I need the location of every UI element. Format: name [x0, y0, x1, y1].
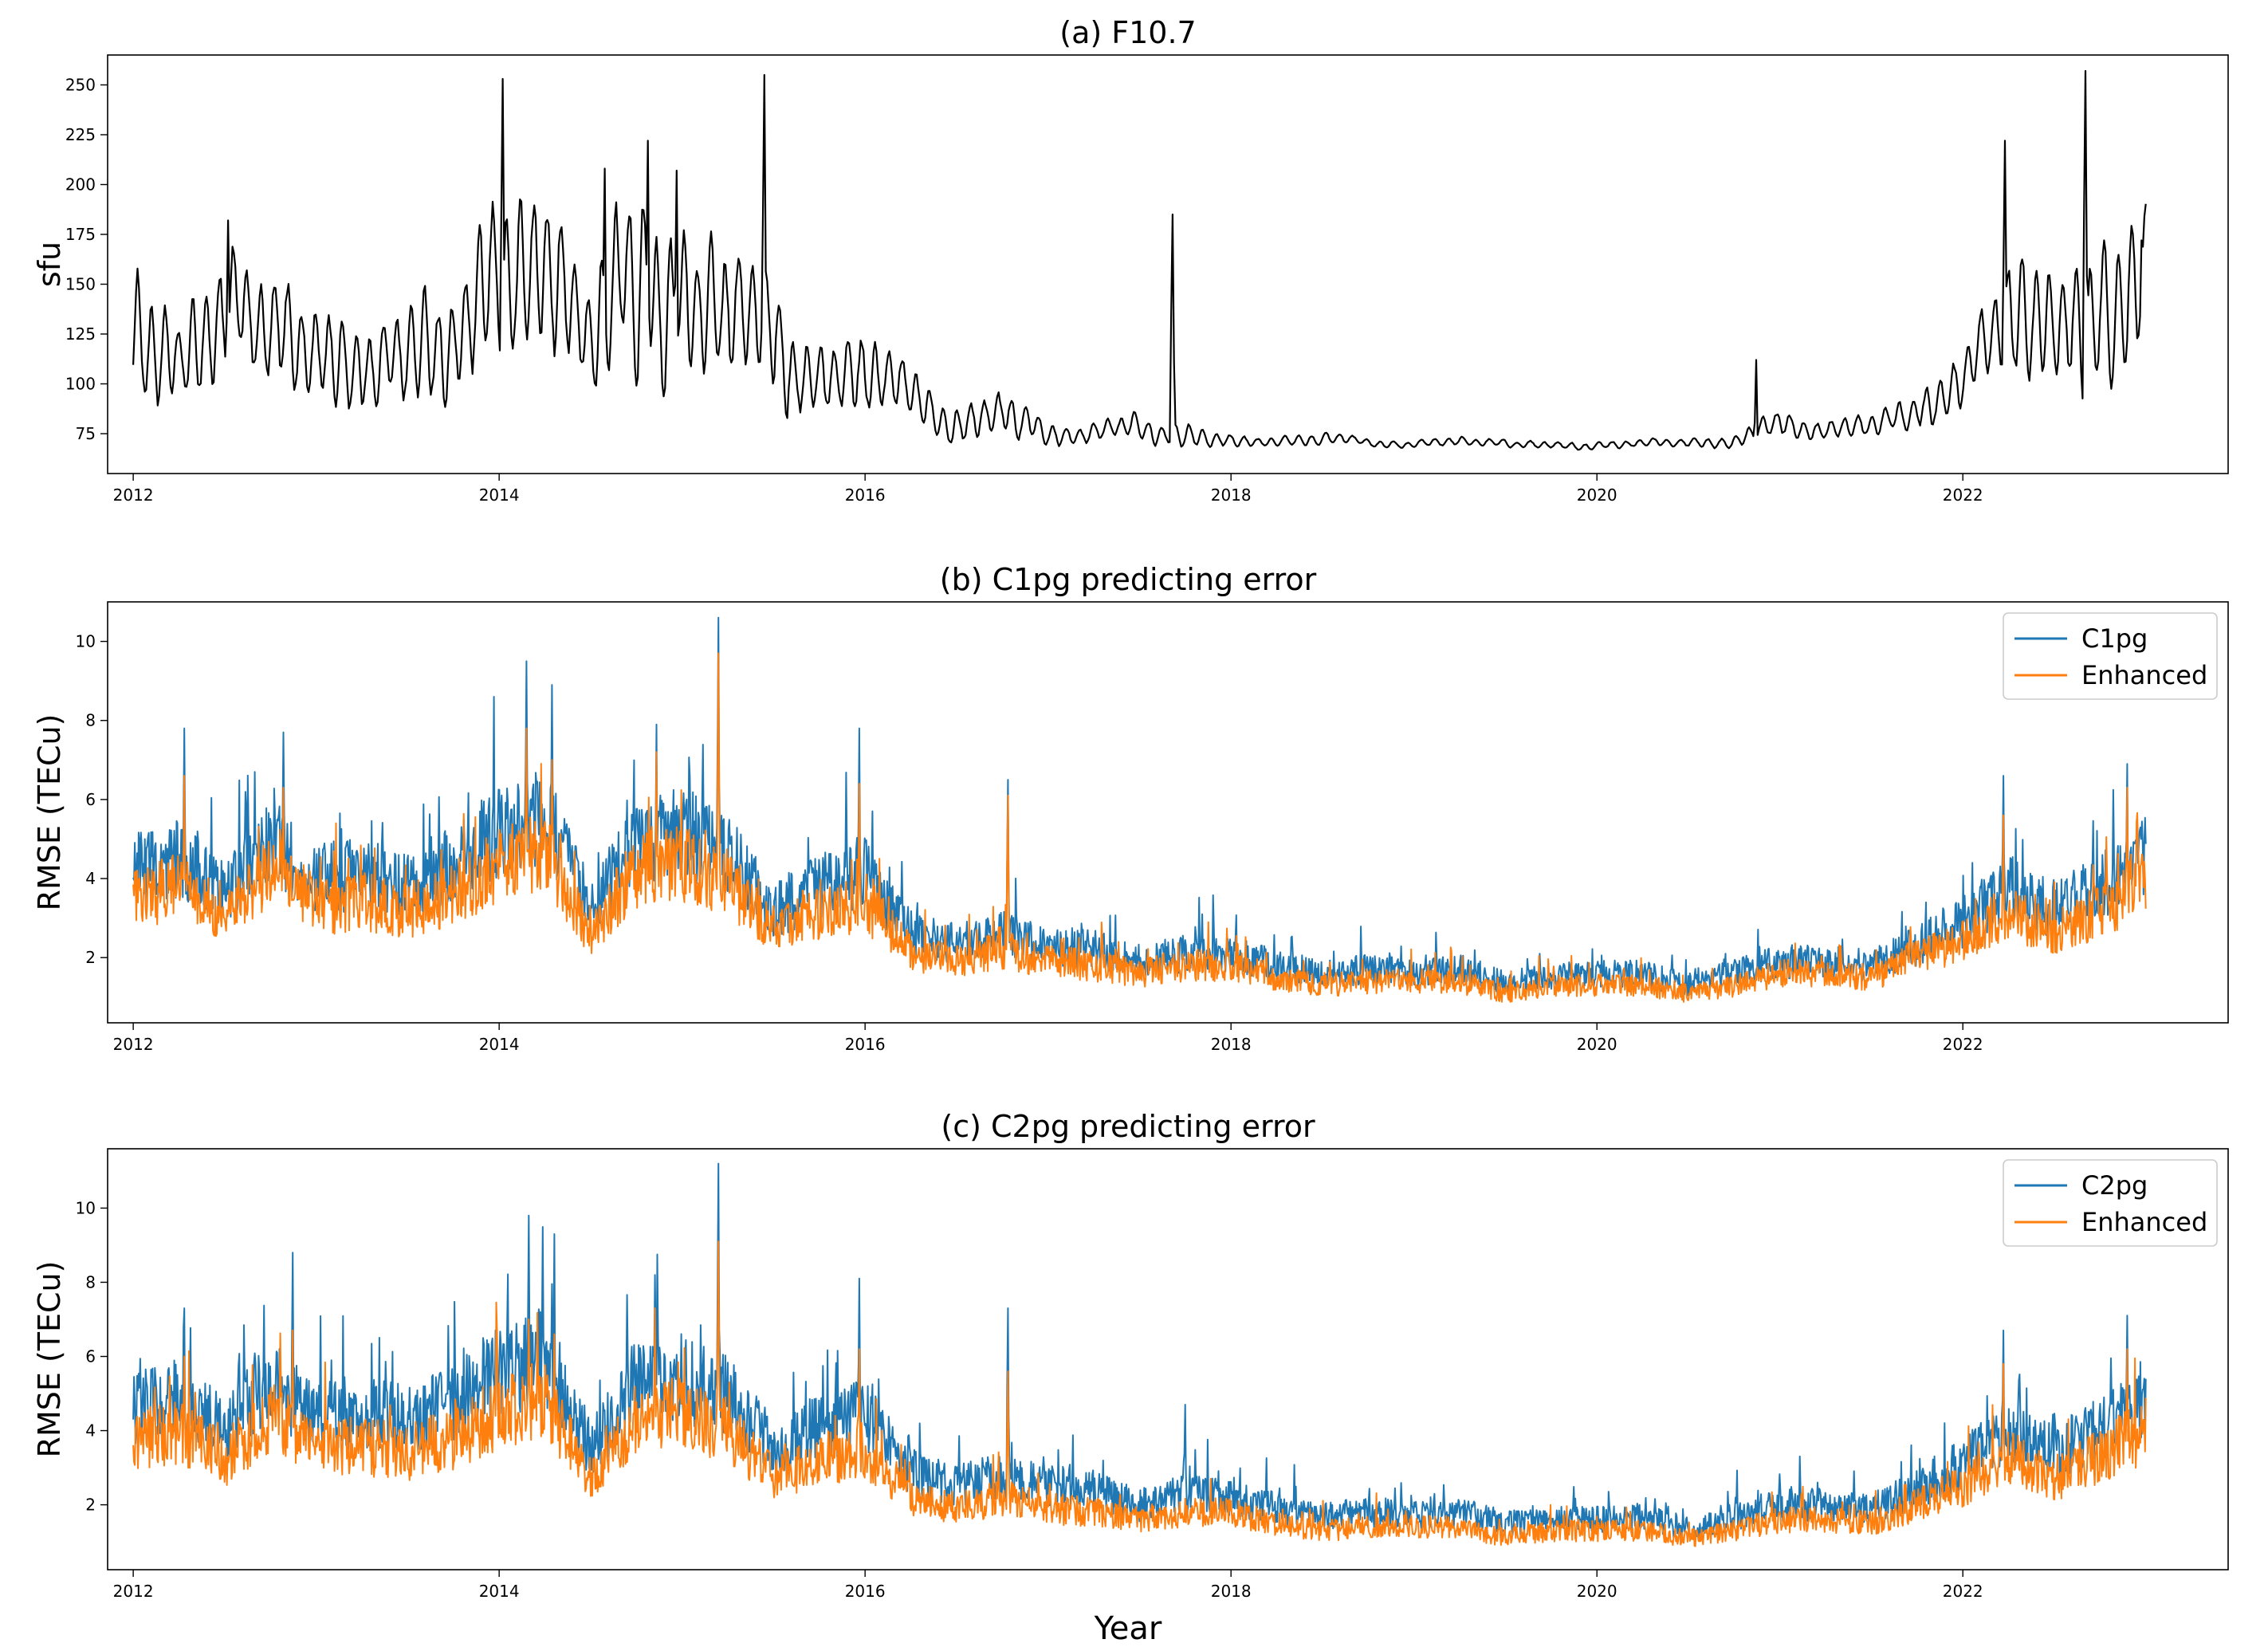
y-axis-label: RMSE (TECu) [32, 1261, 67, 1458]
series-line-f10-7 [132, 69, 2147, 451]
plot-area-2 [132, 616, 2147, 1003]
x-tick-label: 2018 [1211, 1035, 1252, 1054]
y-tick-label: 2 [85, 948, 96, 967]
y-tick-label: 8 [85, 711, 96, 730]
y-tick-label: 4 [85, 1421, 96, 1441]
x-tick-label: 2018 [1211, 485, 1252, 505]
y-tick-label: 100 [65, 375, 96, 394]
series-line-enhanced [132, 1240, 2147, 1547]
legend-label: C1pg [2081, 623, 2148, 654]
x-tick-label: 2012 [113, 1035, 154, 1054]
x-tick-label: 2022 [1943, 485, 1983, 505]
x-axis-label: Year [1094, 1610, 1162, 1647]
plot-area-1 [132, 69, 2147, 451]
legend-box [2003, 612, 2218, 700]
y-tick-label: 250 [65, 76, 96, 95]
legend-label: C2pg [2081, 1170, 2148, 1201]
panel-2: 2012 2014 2016 2018 2020 2022 2 4 6 8 10 (b) C1pg p… [32, 562, 2229, 1054]
x-tick-label: 2016 [845, 485, 886, 505]
y-tick-label: 75 [76, 424, 96, 443]
y-axis-label: RMSE (TECu) [32, 714, 67, 911]
panel-1: 2012 2014 2016 2018 2020 2022 75 100 125 150 175 20… [32, 15, 2229, 505]
x-tick-label: 2014 [479, 485, 520, 505]
y-tick-label: 200 [65, 175, 96, 195]
panel-title: (b) C1pg predicting error [940, 562, 1317, 597]
x-tick-label: 2020 [1577, 485, 1617, 505]
panel-title: (c) C2pg predicting error [941, 1109, 1315, 1144]
y-axis-label: sfu [32, 242, 67, 287]
panels: 2012 2014 2016 2018 2020 2022 75 100 125 150 175 20… [32, 15, 2229, 1647]
y-tick-label: 175 [65, 225, 96, 244]
plot-area-3 [132, 1162, 2147, 1547]
x-tick-label: 2022 [1943, 1582, 1983, 1601]
legend: C2pg Enhanced [2003, 1159, 2218, 1247]
y-tick-label: 125 [65, 324, 96, 344]
x-tick-label: 2012 [113, 485, 154, 505]
y-tick-label: 6 [85, 790, 96, 809]
x-tick-label: 2014 [479, 1582, 520, 1601]
axes-frame [107, 1148, 2229, 1570]
x-tick-label: 2018 [1211, 1582, 1252, 1601]
axes-frame [107, 601, 2229, 1024]
legend-box [2003, 1159, 2218, 1247]
x-tick-label: 2020 [1577, 1035, 1617, 1054]
series-line-enhanced [132, 652, 2147, 1003]
x-tick-label: 2022 [1943, 1035, 1983, 1054]
series-line-c2pg [132, 1162, 2147, 1540]
y-tick-label: 6 [85, 1347, 96, 1366]
y-tick-label: 150 [65, 275, 96, 294]
y-tick-label: 10 [76, 632, 96, 651]
y-tick-label: 4 [85, 869, 96, 888]
y-tick-label: 10 [76, 1198, 96, 1217]
x-tick-label: 2020 [1577, 1582, 1617, 1601]
y-tick-label: 8 [85, 1272, 96, 1291]
legend: C1pg Enhanced [2003, 612, 2218, 700]
x-tick-label: 2016 [845, 1582, 886, 1601]
legend-label: Enhanced [2081, 660, 2207, 690]
panel-title: (a) F10.7 [1059, 15, 1196, 50]
x-tick-label: 2012 [113, 1582, 154, 1601]
x-tick-label: 2014 [479, 1035, 520, 1054]
legend-label: Enhanced [2081, 1207, 2207, 1237]
panel-3: 2012 2014 2016 2018 2020 2022 2 4 6 8 10 (c) C2pg p… [32, 1109, 2229, 1647]
y-tick-label: 225 [65, 125, 96, 144]
x-tick-label: 2016 [845, 1035, 886, 1054]
y-tick-label: 2 [85, 1496, 96, 1515]
axes-frame [107, 54, 2229, 474]
